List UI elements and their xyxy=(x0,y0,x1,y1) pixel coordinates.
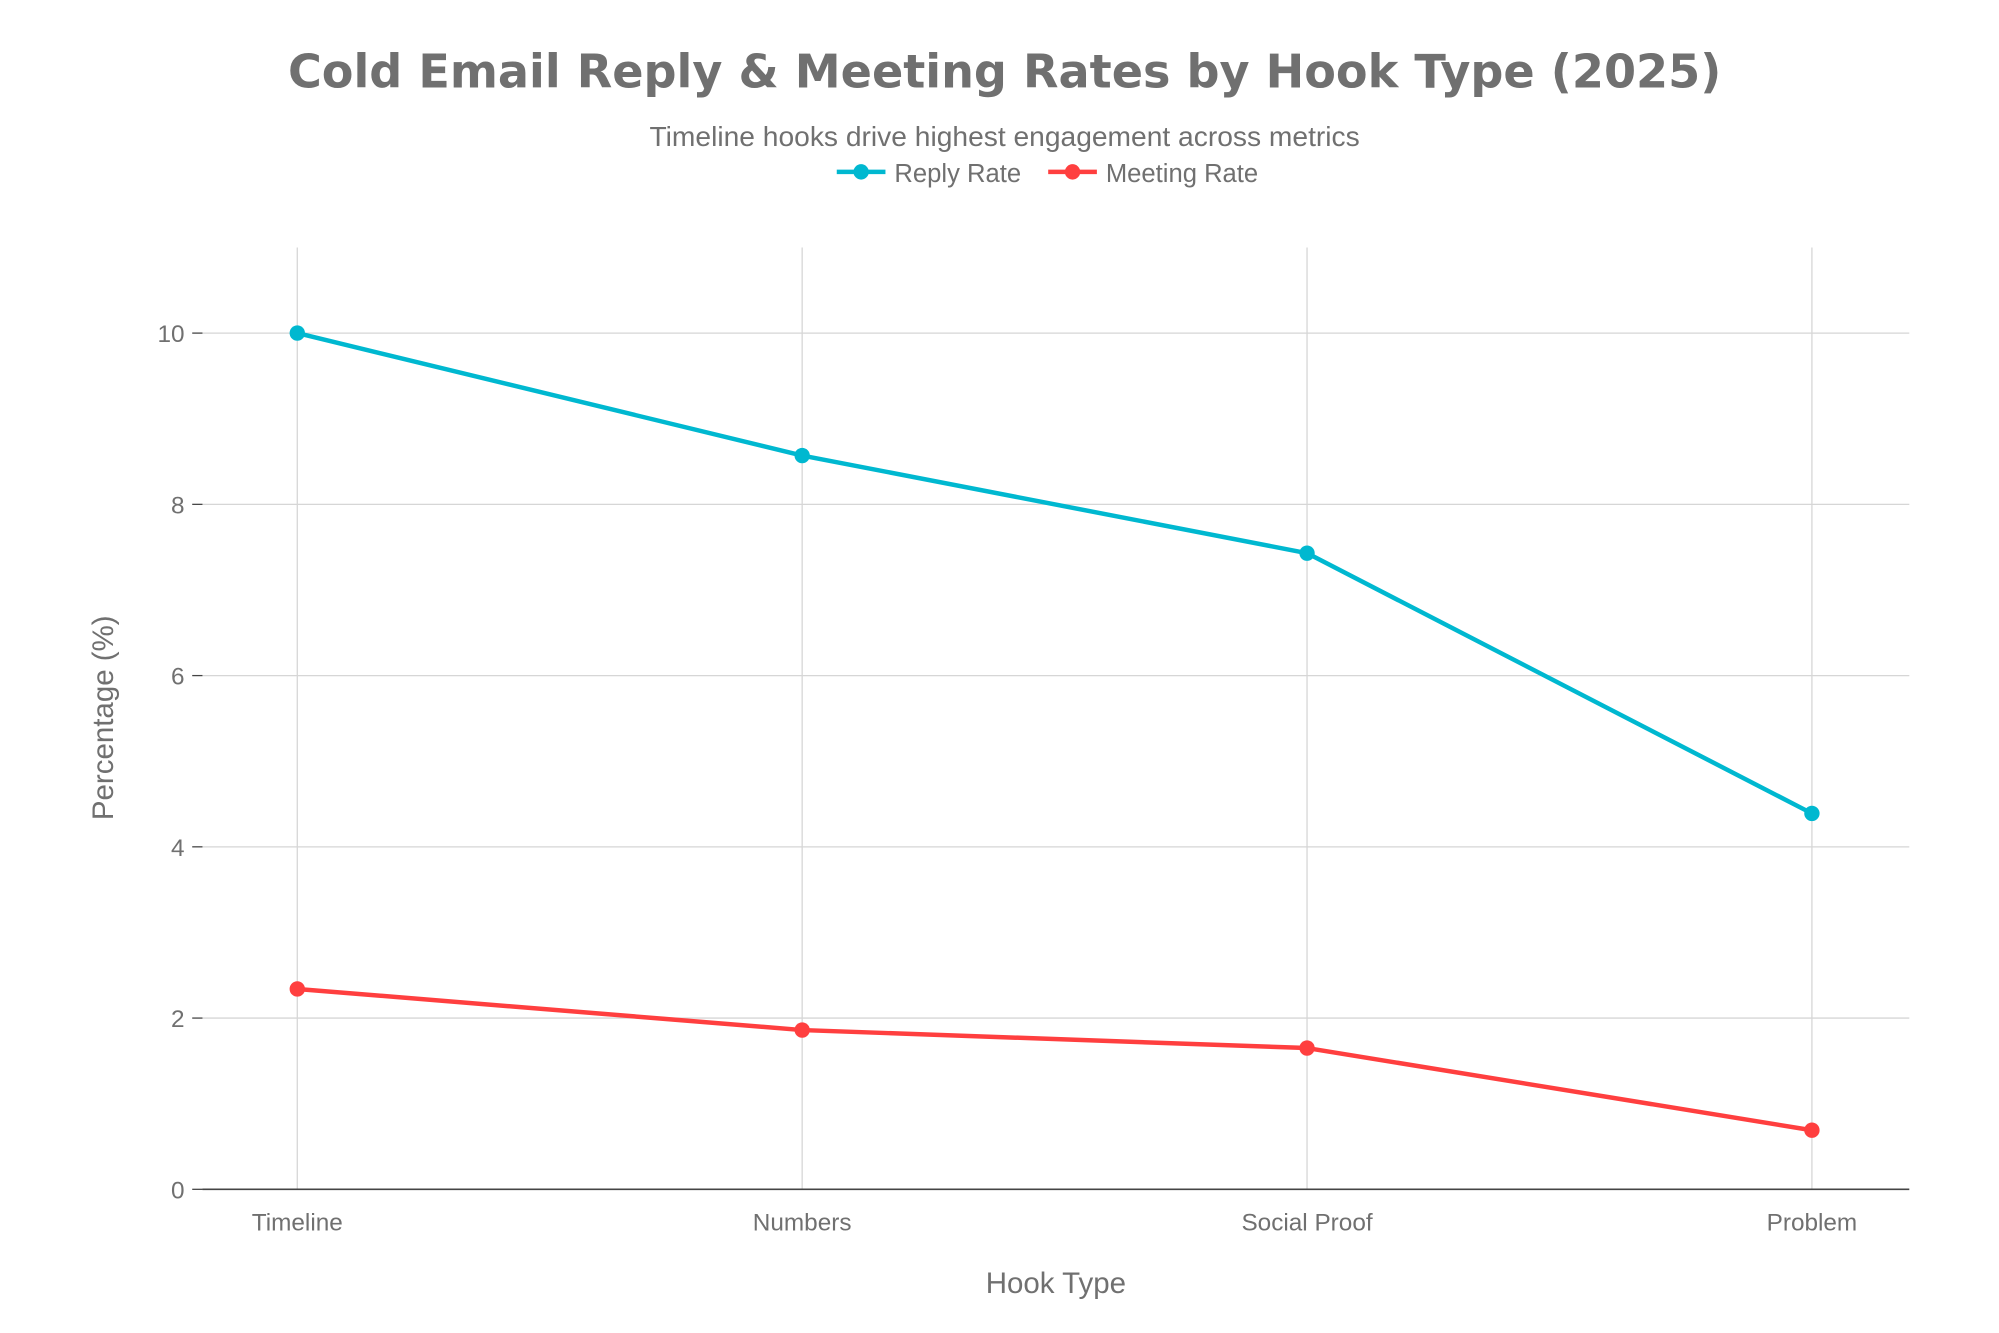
chart-title: Cold Email Reply & Meeting Rates by Hook… xyxy=(288,44,1721,98)
legend-item[interactable]: Reply Rate xyxy=(836,160,1021,188)
y-tick-label: 6 xyxy=(171,664,185,691)
data-point[interactable] xyxy=(1804,1122,1820,1138)
y-axis-label: Percentage (%) xyxy=(87,615,120,820)
series-meeting-rate xyxy=(289,981,1820,1138)
grid xyxy=(202,247,1910,1191)
data-point[interactable] xyxy=(289,981,305,997)
data-point[interactable] xyxy=(794,447,810,464)
legend: Reply Rate Meeting Rate xyxy=(836,160,1258,188)
series-line xyxy=(296,330,1813,816)
legend-marker-icon xyxy=(853,164,869,180)
legend-label: Meeting Rate xyxy=(1106,160,1258,188)
x-axis-label: Hook Type xyxy=(986,1267,1126,1300)
data-point[interactable] xyxy=(1804,805,1820,822)
y-tick-label: 4 xyxy=(171,835,185,862)
y-tick-label: 10 xyxy=(157,321,184,348)
y-tick-label: 0 xyxy=(171,1177,185,1204)
chart-subtitle: Timeline hooks drive highest engagement … xyxy=(650,120,1360,152)
x-tick-label: Numbers xyxy=(753,1209,852,1236)
series-group xyxy=(289,325,1820,1138)
axis-ticks: Timeline Numbers Social Proof Problem 0 2 4 6 8 1… xyxy=(157,321,1857,1236)
data-point[interactable] xyxy=(289,325,305,341)
y-tick-label: 2 xyxy=(171,1006,185,1033)
x-tick-label: Timeline xyxy=(252,1209,343,1236)
y-tick-label: 8 xyxy=(171,492,185,519)
x-tick-label: Problem xyxy=(1767,1209,1858,1236)
series-line xyxy=(297,986,1813,1133)
series-reply-rate xyxy=(289,325,1820,822)
legend-item[interactable]: Meeting Rate xyxy=(1048,160,1258,188)
legend-label: Reply Rate xyxy=(894,160,1021,188)
data-point[interactable] xyxy=(1299,545,1315,561)
legend-marker-icon xyxy=(1064,164,1081,180)
x-tick-label: Social Proof xyxy=(1241,1209,1372,1236)
data-point[interactable] xyxy=(1299,1040,1315,1056)
data-point[interactable] xyxy=(794,1022,810,1038)
